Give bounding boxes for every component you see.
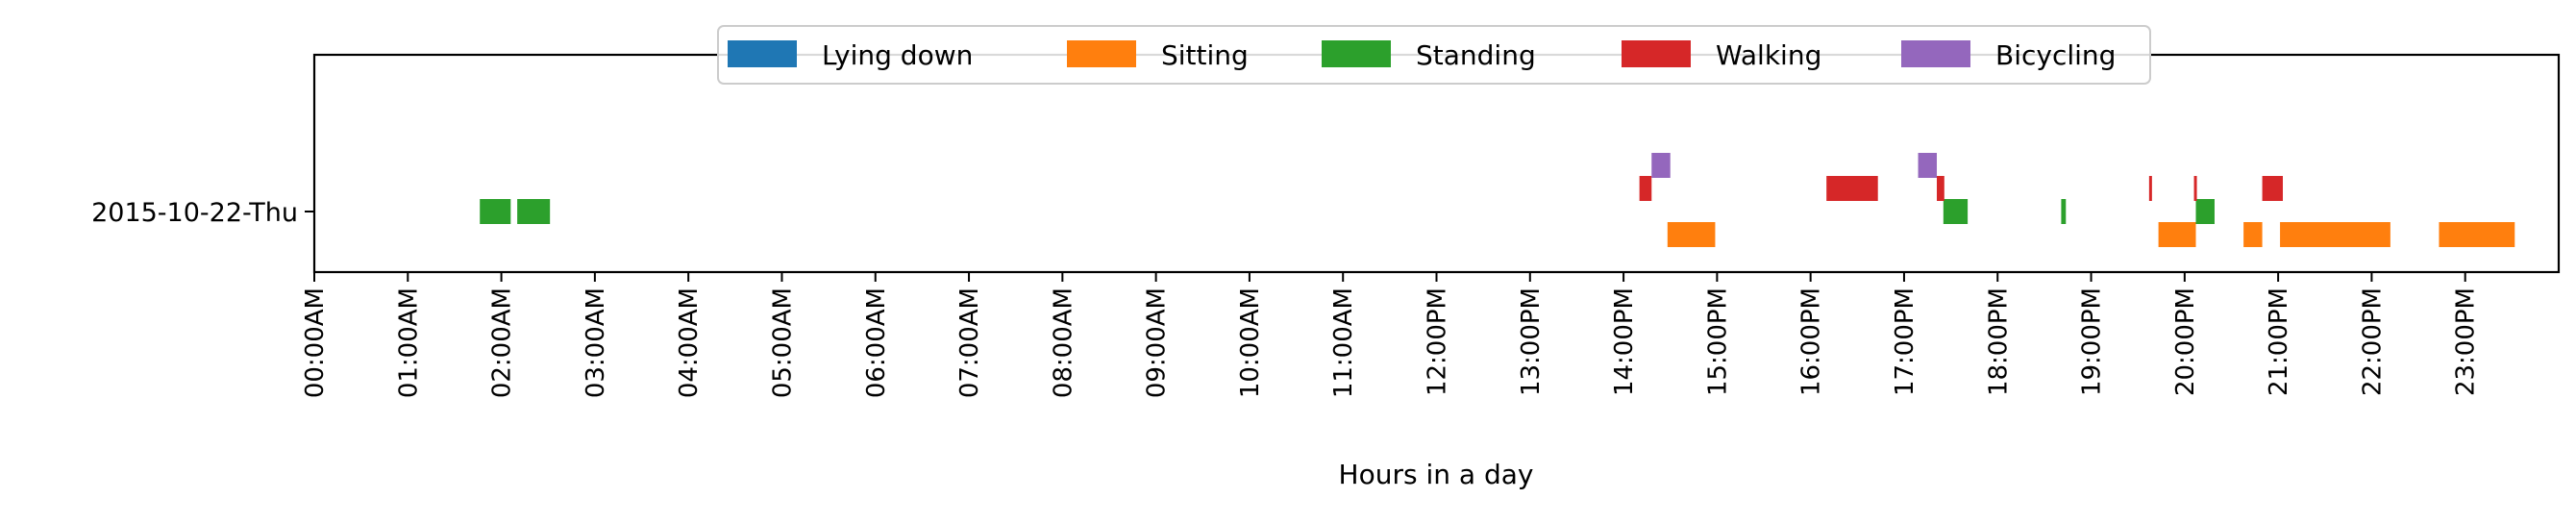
x-axis-ticks: 00:00AM 01:00AM 02:00AM 03:00AM 04:00AM 05:00…	[301, 272, 2481, 398]
activity-bar-walking	[2262, 176, 2283, 201]
legend-label: Standing	[1416, 39, 1536, 71]
activity-bar-sitting	[2280, 222, 2390, 247]
activity-bar-bicycling	[1918, 153, 1938, 178]
x-tick-label: 19:00PM	[2078, 287, 2107, 396]
activity-bar-walking	[1639, 176, 1652, 201]
x-axis-label: Hours in a day	[1339, 459, 1534, 490]
x-tick-label: 07:00AM	[955, 287, 984, 398]
x-tick-label: 12:00PM	[1424, 287, 1452, 396]
x-tick-label: 06:00AM	[862, 287, 891, 398]
legend-swatch	[1901, 40, 1970, 67]
bars-layer	[480, 153, 2515, 247]
x-tick-label: 09:00AM	[1143, 287, 1172, 398]
x-tick-label: 15:00PM	[1703, 287, 1732, 396]
activity-bar-walking	[1826, 176, 1878, 201]
activity-bar-standing	[517, 199, 551, 224]
x-tick-label: 16:00PM	[1797, 287, 1826, 396]
row-label: 2015-10-22-Thu	[91, 198, 298, 228]
legend-label: Lying down	[822, 39, 973, 71]
legend-swatch	[728, 40, 797, 67]
activity-bar-walking	[2193, 176, 2197, 201]
legend: Lying down Sitting Standing Walking Bicyclin…	[717, 25, 2151, 85]
legend-label: Bicycling	[1995, 39, 2116, 71]
legend-label: Sitting	[1161, 39, 1249, 71]
x-tick-label: 00:00AM	[301, 287, 330, 398]
activity-bar-standing	[480, 199, 511, 224]
x-tick-label: 11:00AM	[1329, 287, 1358, 398]
x-tick-label: 04:00AM	[675, 287, 704, 398]
activity-bar-sitting	[2439, 222, 2515, 247]
x-tick-label: 02:00AM	[488, 287, 517, 398]
activity-bar-sitting	[2243, 222, 2263, 247]
x-tick-label: 18:00PM	[1984, 287, 2013, 396]
activity-bar-standing	[1943, 199, 1969, 224]
activity-bar-sitting	[1667, 222, 1716, 247]
x-tick-label: 14:00PM	[1610, 287, 1639, 396]
x-tick-label: 13:00PM	[1517, 287, 1546, 396]
legend-label: Walking	[1716, 39, 1821, 71]
x-tick-label: 08:00AM	[1049, 287, 1077, 398]
legend-swatch	[1322, 40, 1391, 67]
legend-swatch	[1622, 40, 1691, 67]
x-tick-label: 01:00AM	[394, 287, 423, 398]
x-tick-label: 17:00PM	[1891, 287, 1920, 396]
x-tick-label: 23:00PM	[2452, 287, 2481, 396]
legend-swatch	[1067, 40, 1136, 67]
activity-bar-standing	[2061, 199, 2067, 224]
x-tick-label: 05:00AM	[768, 287, 797, 398]
x-tick-label: 22:00PM	[2358, 287, 2387, 396]
activity-bar-sitting	[2158, 222, 2196, 247]
plot-frame	[312, 53, 2561, 274]
activity-bar-walking	[1937, 176, 1944, 201]
activity-bar-standing	[2195, 199, 2215, 224]
activity-bar-walking	[2148, 176, 2152, 201]
x-tick-label: 10:00AM	[1236, 287, 1265, 398]
x-tick-label: 21:00PM	[2265, 287, 2293, 396]
x-tick-label: 03:00AM	[582, 287, 610, 398]
x-tick-label: 20:00PM	[2171, 287, 2200, 396]
activity-bar-bicycling	[1651, 153, 1671, 178]
